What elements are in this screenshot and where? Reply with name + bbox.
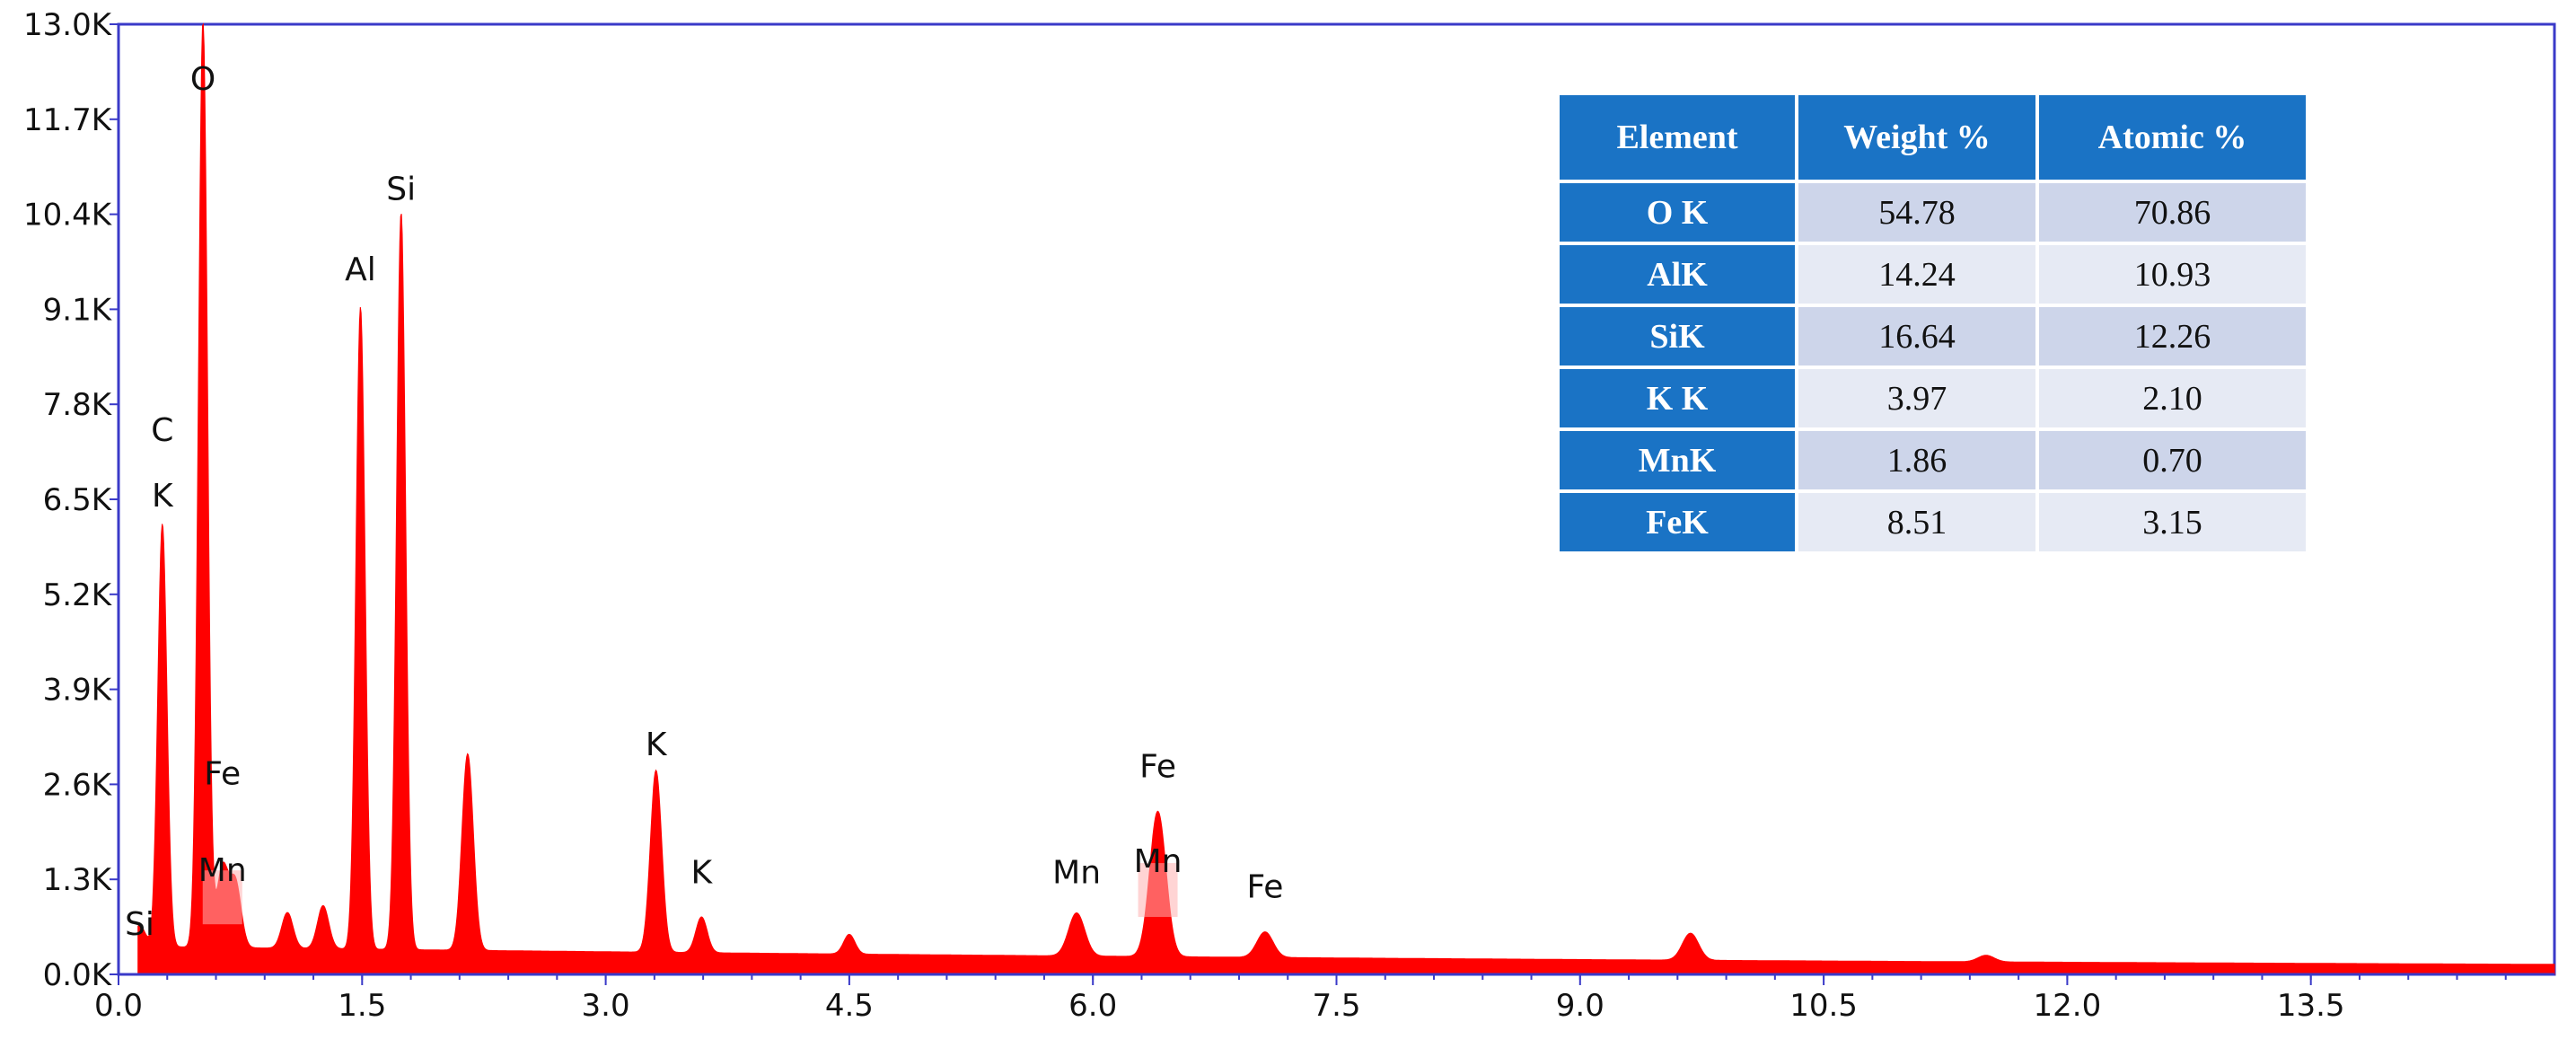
y-tick-label: 9.1K — [43, 292, 113, 328]
peak-label: Si — [125, 906, 154, 943]
y-tick-label: 13.0K — [23, 7, 113, 43]
header-weight: Weight % — [1798, 95, 2035, 180]
x-tick-label: 1.5 — [338, 988, 386, 1024]
element-cell: AlK — [1560, 245, 1795, 304]
y-tick-label: 10.4K — [23, 198, 113, 233]
atomic-cell: 12.26 — [2039, 307, 2306, 366]
x-tick-label: 4.5 — [825, 988, 874, 1024]
peak-label: Fe — [1139, 748, 1176, 785]
y-tick-label: 11.7K — [23, 102, 113, 138]
peak-label: K — [152, 478, 174, 515]
y-tick-label: 7.8K — [43, 387, 113, 423]
element-cell: K K — [1560, 369, 1795, 427]
element-cell: FeK — [1560, 493, 1795, 551]
weight-cell: 14.24 — [1798, 245, 2035, 304]
table-row: AlK 14.24 10.93 — [1560, 245, 2306, 304]
peak-highlight — [202, 870, 242, 925]
weight-cell: 3.97 — [1798, 369, 2035, 427]
header-element: Element — [1560, 95, 1795, 180]
peak-label: C — [151, 412, 173, 449]
element-cell: MnK — [1560, 431, 1795, 489]
peak-highlight — [1138, 863, 1178, 918]
table-row: FeK 8.51 3.15 — [1560, 493, 2306, 551]
spectrum-layer — [137, 22, 2555, 975]
peak-label: Mn — [198, 852, 247, 889]
y-tick-label: 1.3K — [43, 862, 113, 898]
composition-table: Element Weight % Atomic % O K 54.78 70.8… — [1556, 92, 2309, 555]
atomic-cell: 10.93 — [2039, 245, 2306, 304]
x-tick-label: 13.5 — [2277, 988, 2345, 1024]
peak-label: K — [691, 854, 714, 891]
table-row: O K 54.78 70.86 — [1560, 183, 2306, 242]
weight-cell: 8.51 — [1798, 493, 2035, 551]
x-tick-label: 7.5 — [1312, 988, 1360, 1024]
element-cell: O K — [1560, 183, 1795, 242]
peak-label: Mn — [1134, 843, 1182, 880]
x-tick-label: 3.0 — [582, 988, 630, 1024]
x-tick-label: 9.0 — [1556, 988, 1605, 1024]
table-row: K K 3.97 2.10 — [1560, 369, 2306, 427]
weight-cell: 54.78 — [1798, 183, 2035, 242]
peak-label: O — [190, 61, 215, 98]
y-tick-label: 5.2K — [43, 577, 113, 613]
peak-label: K — [646, 727, 668, 763]
y-tick-label: 3.9K — [43, 673, 113, 709]
peak-label: Mn — [1052, 854, 1101, 891]
atomic-cell: 0.70 — [2039, 431, 2306, 489]
x-axis: 0.0 1.5 3.0 4.5 6.0 7.5 9.0 10.5 12.0 13.5 — [94, 973, 2554, 1024]
x-tick-label: 10.5 — [1789, 988, 1858, 1024]
table-header-row: Element Weight % Atomic % — [1560, 95, 2306, 180]
peak-label: Al — [345, 251, 376, 288]
table-row: MnK 1.86 0.70 — [1560, 431, 2306, 489]
x-tick-label: 0.0 — [94, 988, 143, 1024]
y-tick-label: 6.5K — [43, 482, 113, 518]
atomic-cell: 3.15 — [2039, 493, 2306, 551]
peak-label: Fe — [204, 755, 241, 792]
element-cell: SiK — [1560, 307, 1795, 366]
peak-label: Fe — [1246, 869, 1283, 906]
header-atomic: Atomic % — [2039, 95, 2306, 180]
table-row: SiK 16.64 12.26 — [1560, 307, 2306, 366]
y-tick-label: 2.6K — [43, 767, 113, 803]
y-tick-label: 0.0K — [43, 957, 113, 993]
atomic-cell: 70.86 — [2039, 183, 2306, 242]
weight-cell: 16.64 — [1798, 307, 2035, 366]
y-axis: 0.0K 1.3K 2.6K 3.9K 5.2K 6.5K 7.8K 9.1K 10.4K 11.… — [23, 7, 120, 993]
weight-cell: 1.86 — [1798, 431, 2035, 489]
spectrum-area — [137, 22, 2555, 975]
x-tick-label: 12.0 — [2034, 988, 2102, 1024]
x-tick-label: 6.0 — [1068, 988, 1117, 1024]
atomic-cell: 2.10 — [2039, 369, 2306, 427]
peak-label: Si — [386, 171, 416, 207]
